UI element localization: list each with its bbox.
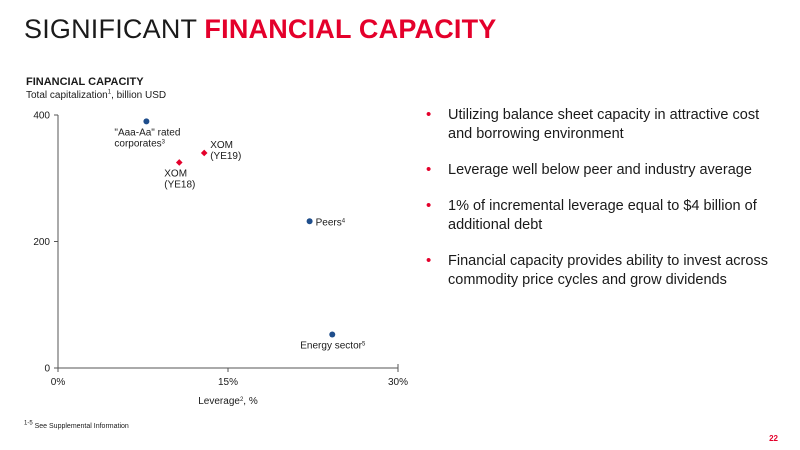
data-label-line: Peers bbox=[316, 217, 342, 228]
data-point-xom-ye19 bbox=[200, 149, 208, 157]
bullet-item: • 1% of incremental leverage equal to $4 … bbox=[426, 197, 776, 235]
data-label-xom-ye19: XOM (YE19) bbox=[210, 140, 241, 162]
data-point-peers bbox=[306, 218, 313, 225]
bullet-list: • Utilizing balance sheet capacity in att… bbox=[426, 106, 776, 307]
bullet-item: • Utilizing balance sheet capacity in att… bbox=[426, 106, 776, 144]
chart-subtitle: Total capitalization1, billion USD bbox=[26, 90, 166, 101]
bullet-text: 1% of incremental leverage equal to $4 b… bbox=[448, 198, 757, 233]
footnote-sup: 1-5 bbox=[24, 420, 33, 427]
y-tick-label: 200 bbox=[33, 237, 50, 248]
data-label-peers: Peers4 bbox=[316, 217, 346, 228]
data-label-line: XOM bbox=[164, 168, 187, 179]
bullet-dot-icon: • bbox=[426, 252, 432, 269]
x-axis-label-unit: , % bbox=[243, 396, 258, 407]
footnote: 1-5 See Supplemental Information bbox=[24, 420, 129, 430]
data-label-line: (YE18) bbox=[164, 179, 195, 190]
bullet-text: Financial capacity provides ability to i… bbox=[448, 253, 768, 288]
data-label-sup: 4 bbox=[342, 218, 346, 224]
footnote-text: See Supplemental Information bbox=[32, 423, 129, 430]
x-tick-label: 15% bbox=[218, 377, 238, 388]
bullet-item: • Leverage well below peer and industry a… bbox=[426, 161, 776, 180]
data-label-line: Energy sector bbox=[300, 340, 362, 351]
bullet-item: • Financial capacity provides ability to … bbox=[426, 252, 776, 290]
bullet-text: Leverage well below peer and industry av… bbox=[448, 162, 752, 178]
bullet-dot-icon: • bbox=[426, 106, 432, 123]
chart-title: FINANCIAL CAPACITY bbox=[26, 76, 144, 88]
y-tick-label: 400 bbox=[33, 111, 50, 122]
x-axis-label-text: Leverage bbox=[198, 396, 240, 407]
title-accent: FINANCIAL CAPACITY bbox=[204, 14, 497, 44]
data-label-energy: Energy sector5 bbox=[300, 340, 366, 351]
chart-subtitle-sup: 1 bbox=[107, 89, 112, 96]
data-point-aaa bbox=[143, 118, 150, 125]
data-point-xom-ye18 bbox=[175, 159, 183, 166]
bullet-dot-icon: • bbox=[426, 197, 432, 214]
page-number: 22 bbox=[769, 434, 778, 443]
data-label-line: corporates bbox=[114, 138, 161, 149]
x-axis-label: Leverage2, % bbox=[198, 396, 258, 407]
chart-subtitle-text: Total capitalization bbox=[26, 90, 108, 101]
bullet-dot-icon: • bbox=[426, 161, 432, 178]
data-label-line: XOM bbox=[210, 140, 233, 151]
page-title: SIGNIFICANT FINANCIAL CAPACITY bbox=[24, 14, 497, 45]
data-label-sup: 5 bbox=[362, 341, 366, 347]
chart-subtitle-unit: , billion USD bbox=[111, 90, 167, 101]
x-tick-label: 0% bbox=[51, 377, 66, 388]
x-axis-label-sup: 2 bbox=[240, 397, 244, 403]
data-label-line: "Aaa-Aa" rated bbox=[114, 127, 180, 138]
y-tick-label: 0 bbox=[44, 364, 50, 375]
bullet-text: Utilizing balance sheet capacity in attr… bbox=[448, 107, 760, 142]
data-label-sup: 3 bbox=[162, 139, 166, 145]
data-label-line: (YE19) bbox=[210, 151, 241, 162]
x-tick-label: 30% bbox=[388, 377, 408, 388]
data-label-xom-ye18: XOM (YE18) bbox=[164, 168, 195, 190]
title-light: SIGNIFICANT bbox=[24, 14, 205, 44]
data-label-aaa: "Aaa-Aa" rated corporates3 bbox=[114, 127, 180, 149]
data-point-energy bbox=[329, 331, 336, 338]
